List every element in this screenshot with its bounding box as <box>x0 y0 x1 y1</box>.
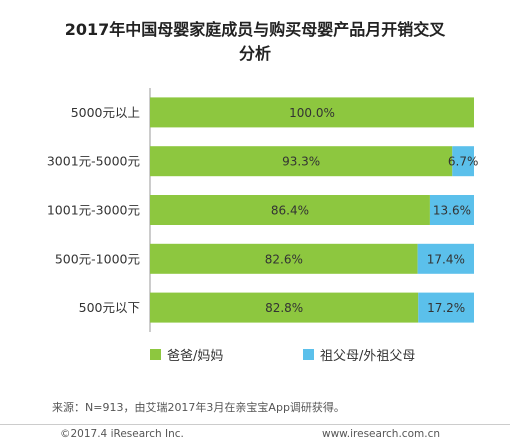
category-label-4: 500元以下 <box>79 300 140 315</box>
chart-title-line-2: 分析 <box>238 44 271 63</box>
chart-title-line-1: 2017年中国母婴家庭成员与购买母婴产品月开销交叉 <box>64 20 446 39</box>
bar-grandparents-1 <box>452 146 474 177</box>
data-label-parents-0: 100.0% <box>289 106 335 120</box>
bar-parents-3 <box>150 243 418 274</box>
data-label-grandparents-3: 17.4% <box>427 252 465 266</box>
bar-parents-2 <box>150 195 430 225</box>
legend-item-grandparents: 祖父母/外祖父母 <box>303 345 415 364</box>
legend-swatch-grandparents <box>303 349 314 360</box>
legend-swatch-parents <box>150 349 161 360</box>
category-label-0: 5000元以上 <box>71 105 140 120</box>
bar-parents-4 <box>150 292 419 323</box>
data-label-parents-1: 93.3% <box>282 155 320 169</box>
footer: ©2017.4 iResearch Inc. www.iresearch.com… <box>0 424 510 443</box>
category-label-2: 1001元-3000元 <box>47 203 140 218</box>
footer-website: www.iresearch.com.cn <box>321 428 440 440</box>
footer-copyright: ©2017.4 iResearch Inc. <box>60 428 184 440</box>
legend-label-grandparents: 祖父母/外祖父母 <box>320 349 416 364</box>
bar-grandparents-2 <box>429 195 474 225</box>
legend-label-parents: 爸爸/妈妈 <box>167 349 224 364</box>
data-label-grandparents-4: 17.2% <box>427 301 465 315</box>
bar-parents-0 <box>150 97 474 128</box>
data-label-parents-2: 86.4% <box>271 204 309 218</box>
category-label-1: 3001元-5000元 <box>47 154 140 169</box>
data-label-grandparents-2: 13.6% <box>433 204 471 218</box>
bar-grandparents-4 <box>418 292 474 323</box>
source-note: 来源：N=913，由艾瑞2017年3月在亲宝宝App调研获得。 <box>52 401 345 414</box>
data-label-grandparents-1: 6.7% <box>448 155 479 169</box>
data-label-parents-4: 82.8% <box>265 301 303 315</box>
legend-item-parents: 爸爸/妈妈 <box>150 345 223 364</box>
legend: 爸爸/妈妈 祖父母/外祖父母 <box>0 345 510 365</box>
bar-grandparents-3 <box>417 243 474 274</box>
chart-title: 2017年中国母婴家庭成员与购买母婴产品月开销交叉 分析 <box>0 18 510 66</box>
data-label-parents-3: 82.6% <box>265 252 303 266</box>
bar-parents-1 <box>150 146 453 177</box>
category-label-3: 500元-1000元 <box>55 251 140 266</box>
